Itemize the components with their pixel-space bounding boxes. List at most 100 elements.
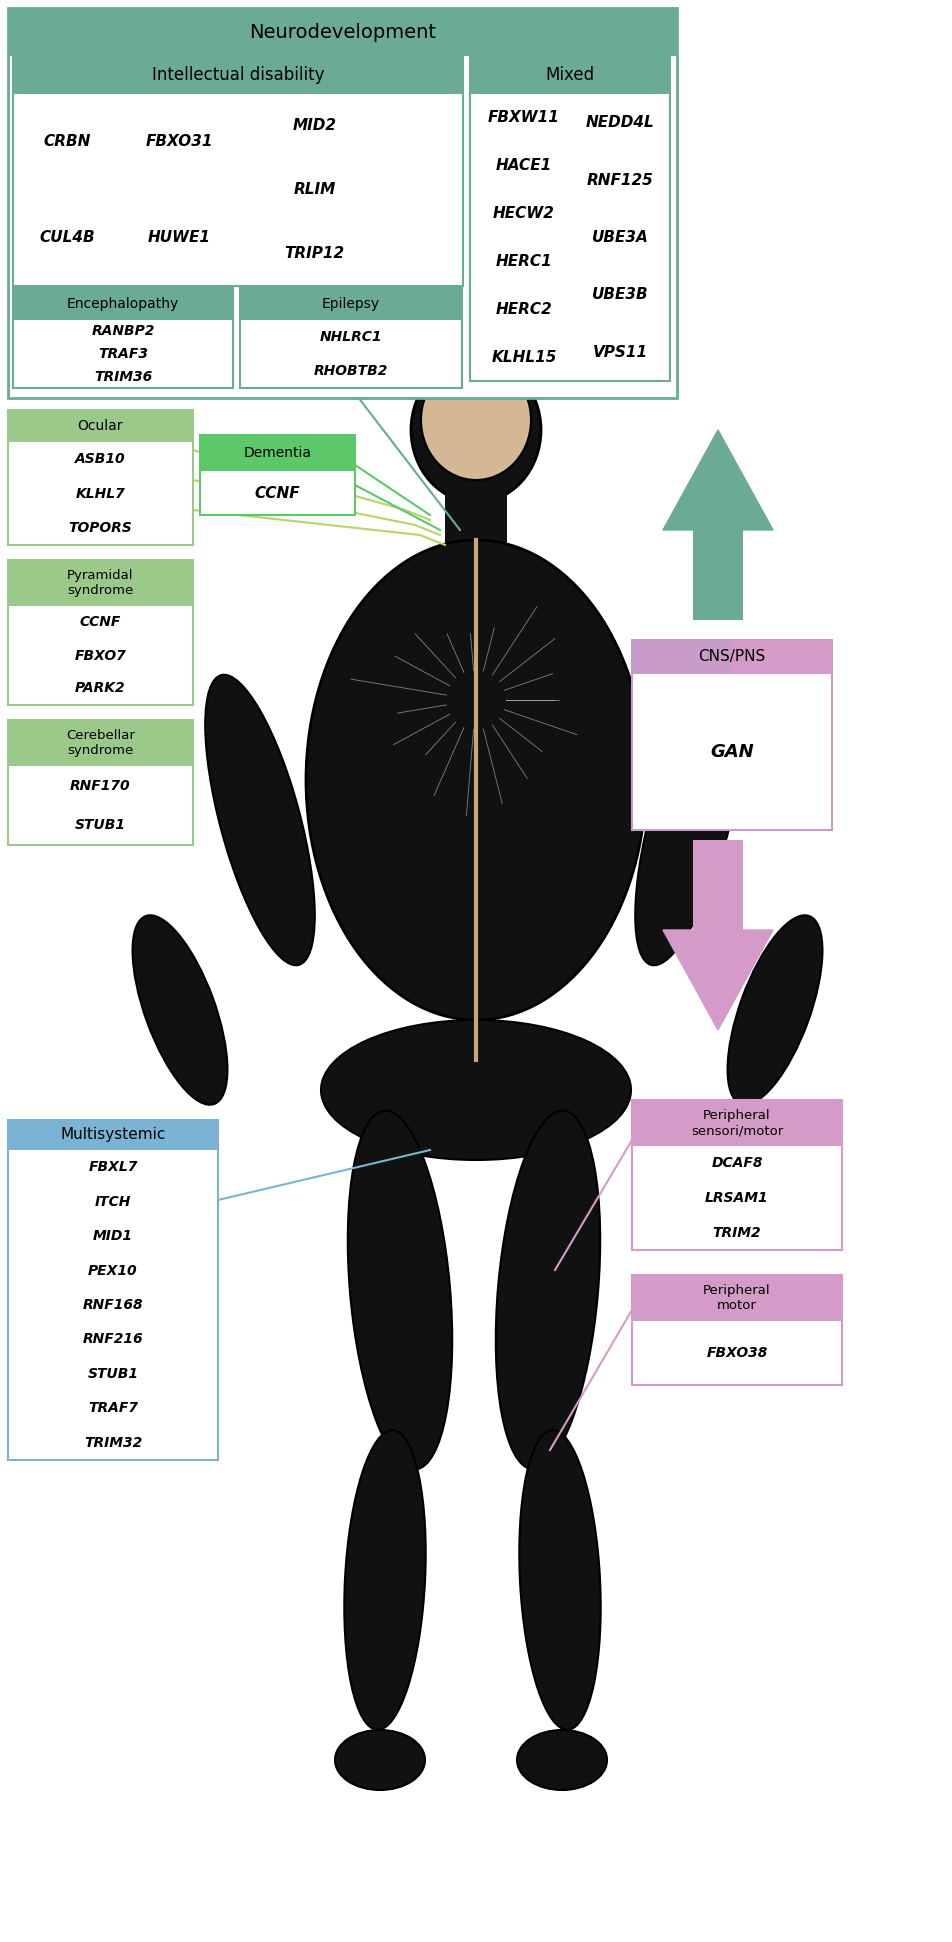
Text: TOPORS: TOPORS bbox=[69, 520, 132, 534]
Text: TRIM36: TRIM36 bbox=[94, 369, 152, 385]
Text: HECW2: HECW2 bbox=[492, 206, 554, 221]
Text: UBE3A: UBE3A bbox=[591, 229, 647, 245]
Bar bbox=[13, 56, 463, 285]
Text: FBXO31: FBXO31 bbox=[146, 134, 213, 150]
Text: RNF170: RNF170 bbox=[70, 779, 130, 792]
Text: Peripheral
sensori/motor: Peripheral sensori/motor bbox=[690, 1109, 783, 1136]
Ellipse shape bbox=[410, 357, 541, 503]
Ellipse shape bbox=[421, 359, 530, 480]
Bar bbox=[13, 287, 232, 320]
Text: KLHL7: KLHL7 bbox=[75, 487, 126, 501]
Text: TRIM2: TRIM2 bbox=[712, 1225, 761, 1239]
Bar bbox=[200, 435, 355, 472]
Ellipse shape bbox=[205, 674, 314, 965]
Text: STUB1: STUB1 bbox=[88, 1367, 138, 1381]
Text: RNF168: RNF168 bbox=[83, 1297, 143, 1313]
Ellipse shape bbox=[495, 1111, 600, 1470]
Ellipse shape bbox=[726, 915, 822, 1105]
Text: CUL4B: CUL4B bbox=[39, 231, 94, 245]
Text: PEX10: PEX10 bbox=[89, 1264, 138, 1278]
Text: RANBP2: RANBP2 bbox=[91, 324, 154, 338]
Bar bbox=[13, 56, 463, 93]
Text: CCNF: CCNF bbox=[254, 486, 300, 501]
Text: RNF125: RNF125 bbox=[586, 173, 653, 188]
Text: STUB1: STUB1 bbox=[75, 818, 126, 833]
Text: Encephalopathy: Encephalopathy bbox=[67, 297, 179, 311]
Bar bbox=[8, 1121, 218, 1150]
Bar bbox=[8, 559, 193, 606]
Ellipse shape bbox=[321, 1020, 630, 1159]
Bar bbox=[631, 1099, 842, 1251]
Text: TRIP12: TRIP12 bbox=[284, 247, 345, 262]
Bar bbox=[240, 287, 462, 320]
Bar bbox=[445, 487, 506, 548]
Text: HUWE1: HUWE1 bbox=[148, 231, 210, 245]
Text: MID2: MID2 bbox=[292, 118, 336, 134]
Text: Pyramidal
syndrome: Pyramidal syndrome bbox=[68, 569, 133, 596]
Text: RNF216: RNF216 bbox=[83, 1332, 143, 1346]
Bar bbox=[8, 8, 676, 56]
Text: Neurodevelopment: Neurodevelopment bbox=[248, 23, 436, 41]
Bar bbox=[8, 410, 193, 546]
Text: LRSAM1: LRSAM1 bbox=[704, 1190, 768, 1204]
Bar bbox=[692, 841, 743, 930]
Text: RLIM: RLIM bbox=[293, 183, 335, 198]
Text: VPS11: VPS11 bbox=[592, 346, 646, 359]
Bar bbox=[8, 559, 193, 705]
Text: RHOBTB2: RHOBTB2 bbox=[313, 363, 387, 379]
Text: TRAF7: TRAF7 bbox=[88, 1402, 138, 1416]
Text: Cerebellar
syndrome: Cerebellar syndrome bbox=[66, 728, 135, 757]
Text: KLHL15: KLHL15 bbox=[491, 350, 556, 365]
Text: CCNF: CCNF bbox=[80, 616, 121, 629]
Text: GAN: GAN bbox=[709, 744, 753, 761]
Text: DCAF8: DCAF8 bbox=[710, 1155, 762, 1171]
Bar bbox=[8, 720, 193, 845]
Bar bbox=[469, 56, 669, 93]
Text: FBXW11: FBXW11 bbox=[487, 111, 560, 126]
Bar bbox=[631, 641, 831, 829]
Text: PARK2: PARK2 bbox=[75, 682, 126, 695]
Bar bbox=[731, 641, 831, 674]
Bar bbox=[631, 1099, 842, 1146]
Text: HERC2: HERC2 bbox=[495, 301, 552, 317]
Ellipse shape bbox=[635, 674, 744, 965]
Bar bbox=[8, 720, 193, 765]
Text: TRIM32: TRIM32 bbox=[84, 1435, 142, 1451]
Bar bbox=[692, 530, 743, 619]
Polygon shape bbox=[663, 930, 772, 1029]
Ellipse shape bbox=[344, 1429, 426, 1730]
Ellipse shape bbox=[335, 1730, 425, 1791]
Text: FBXO38: FBXO38 bbox=[705, 1346, 767, 1359]
Ellipse shape bbox=[306, 540, 645, 1020]
Ellipse shape bbox=[132, 915, 228, 1105]
Text: FBXL7: FBXL7 bbox=[89, 1159, 137, 1175]
Bar bbox=[8, 1121, 218, 1460]
Text: TRAF3: TRAF3 bbox=[98, 348, 148, 361]
Bar bbox=[631, 1276, 842, 1321]
Text: UBE3B: UBE3B bbox=[591, 287, 647, 303]
Text: NHLRC1: NHLRC1 bbox=[320, 330, 382, 344]
Text: Epilepsy: Epilepsy bbox=[322, 297, 380, 311]
Polygon shape bbox=[663, 429, 772, 530]
Bar bbox=[8, 8, 676, 398]
Text: MID1: MID1 bbox=[93, 1229, 133, 1243]
Text: NEDD4L: NEDD4L bbox=[585, 115, 654, 130]
Text: CRBN: CRBN bbox=[43, 134, 90, 150]
Text: Dementia: Dementia bbox=[244, 447, 311, 460]
Bar bbox=[631, 641, 831, 674]
Text: Peripheral
motor: Peripheral motor bbox=[703, 1284, 770, 1313]
Text: ITCH: ITCH bbox=[94, 1194, 131, 1208]
Text: HACE1: HACE1 bbox=[495, 157, 551, 173]
Text: Multisystemic: Multisystemic bbox=[60, 1128, 166, 1142]
Text: ASB10: ASB10 bbox=[75, 452, 126, 466]
Bar bbox=[469, 56, 669, 381]
Bar bbox=[631, 1276, 842, 1385]
Bar bbox=[240, 287, 462, 388]
Ellipse shape bbox=[516, 1730, 606, 1791]
Text: Mixed: Mixed bbox=[545, 66, 594, 84]
Ellipse shape bbox=[347, 1111, 452, 1470]
Text: Ocular: Ocular bbox=[78, 419, 123, 433]
Bar bbox=[200, 435, 355, 515]
Text: HERC1: HERC1 bbox=[495, 254, 552, 268]
Bar bbox=[8, 410, 193, 443]
